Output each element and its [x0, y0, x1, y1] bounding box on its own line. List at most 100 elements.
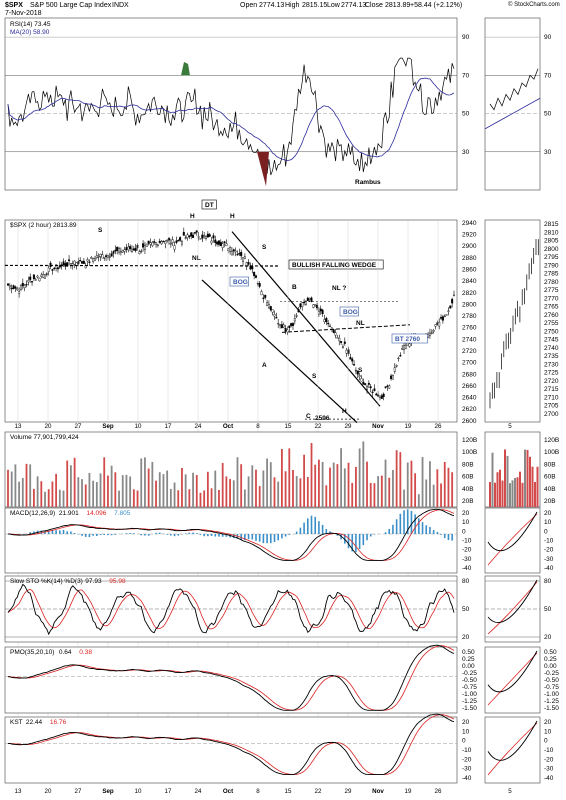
- macd-histogram-bar: [92, 534, 94, 536]
- pmo-right-tick-label: -0.75: [544, 684, 559, 691]
- pmo-tick-label: -1.00: [462, 691, 477, 698]
- x-tick-label-bottom: 17: [165, 788, 172, 795]
- x-tick-label-top: Nov: [372, 423, 384, 430]
- price-annotation: S: [262, 244, 267, 251]
- volume-bar: [121, 475, 124, 507]
- macd-histogram-bar: [173, 534, 176, 537]
- price-candle-body: [108, 256, 111, 258]
- volume-bar: [206, 471, 209, 507]
- kst-tick-label: -20: [462, 756, 472, 763]
- sto-right-tick-label: 50: [544, 606, 552, 613]
- price-candle-body: [316, 304, 319, 309]
- macd-histogram-bar: [318, 521, 320, 534]
- volume-right-bar: [504, 449, 506, 507]
- macd-histogram-bar: [399, 513, 402, 534]
- volume-right-bar: [524, 449, 526, 507]
- volume-bar: [425, 479, 428, 507]
- pmo-right-signal-line: [487, 652, 538, 706]
- price-annotation: H: [190, 213, 195, 220]
- price-candle-body: [243, 256, 246, 259]
- price-candle-body: [334, 332, 337, 336]
- price-candle-body: [123, 249, 126, 252]
- price-candle-body: [364, 383, 367, 385]
- macd-histogram-bar: [203, 534, 205, 537]
- x-tick-label-top: 20: [45, 423, 52, 430]
- price-candle-body: [149, 242, 152, 245]
- macd-histogram-bar: [166, 534, 168, 535]
- x-tick-label-bottom: 13: [15, 788, 22, 795]
- price-candle-body: [397, 357, 400, 360]
- x-tick-label-bottom: 19: [405, 788, 412, 795]
- macd-histogram-bar: [388, 528, 391, 534]
- volume-right-tick-label: 60B: [544, 474, 556, 481]
- kst-series-label: 22.44: [26, 719, 43, 726]
- symbol-label: $SPX: [5, 2, 23, 9]
- price-candle-body: [199, 238, 202, 240]
- macd-histogram-bar: [96, 534, 98, 537]
- price-candle-body: [295, 315, 298, 317]
- annotation-box: [229, 276, 249, 287]
- volume-right-bar: [536, 466, 539, 507]
- price-tick-label: 2720: [462, 348, 477, 355]
- price-candle-body: [351, 358, 354, 362]
- volume-bar: [451, 472, 454, 507]
- volume-bar: [218, 490, 220, 507]
- volume-bar: [392, 470, 394, 507]
- price-candle-body: [164, 241, 167, 244]
- volume-bar: [210, 488, 213, 507]
- macd-histogram-bar: [107, 534, 109, 536]
- price-right-tick-label: 2765: [544, 304, 559, 311]
- volume-bar: [288, 448, 291, 507]
- kst-tick-label: -40: [462, 775, 472, 782]
- neckline-upper: [4, 264, 281, 267]
- price-annotation: BOG: [343, 309, 358, 316]
- volume-bar: [229, 479, 231, 507]
- macd-histogram-bar: [425, 525, 428, 534]
- price-candle-body: [299, 303, 302, 308]
- low-value: 2774.13: [341, 2, 367, 9]
- price-candle-body: [373, 388, 376, 391]
- open-label: Open: [240, 2, 258, 9]
- price-candle-body: [55, 264, 58, 269]
- price-candle-body: [56, 267, 59, 270]
- macd-histogram-bar: [307, 518, 309, 534]
- price-candle-body: [266, 302, 269, 306]
- price-annotation: S: [312, 373, 317, 380]
- price-candle-body: [341, 346, 344, 349]
- price-candle-body: [238, 253, 241, 255]
- volume-bar: [432, 484, 435, 507]
- volume-bar: [51, 481, 54, 507]
- price-candle-body: [125, 247, 128, 250]
- pmo-tick-label: -0.25: [462, 670, 477, 677]
- price-right-tick-label: 2790: [544, 262, 559, 269]
- rsi-line: [7, 57, 455, 176]
- price-candle-body: [212, 235, 215, 239]
- macd-histogram-bar: [66, 531, 69, 534]
- volume-bar: [380, 475, 383, 507]
- macd-histogram-bar: [443, 534, 446, 539]
- price-candle-body: [169, 243, 172, 245]
- high-value: 2815.15: [302, 2, 328, 9]
- pmo-tick-label: 0.50: [462, 649, 475, 656]
- x-tick-label-bottom: Sep: [102, 788, 114, 795]
- price-candle-body: [19, 285, 22, 290]
- volume-bar: [33, 488, 35, 507]
- price-candle-body: [262, 297, 265, 299]
- volume-bar: [18, 481, 21, 507]
- price-tick-label: 2680: [462, 371, 477, 378]
- price-candle-body: [282, 324, 285, 328]
- price-candle-body: [66, 262, 69, 267]
- volume-bar: [184, 474, 187, 507]
- macd-histogram-bar: [59, 530, 61, 534]
- price-annotation: NL: [356, 320, 365, 327]
- price-candle-body: [260, 291, 263, 296]
- price-candle-body: [171, 239, 174, 243]
- volume-bar: [373, 483, 376, 507]
- price-candle-body: [184, 237, 187, 239]
- volume-tick-label: 80B: [462, 461, 474, 468]
- volume-right-bar: [509, 483, 511, 507]
- price-right-tick-label: 2755: [544, 320, 559, 327]
- sto-right-tick-label: 20: [544, 634, 552, 641]
- volume-bar: [325, 485, 328, 507]
- price-candle-body: [408, 343, 411, 347]
